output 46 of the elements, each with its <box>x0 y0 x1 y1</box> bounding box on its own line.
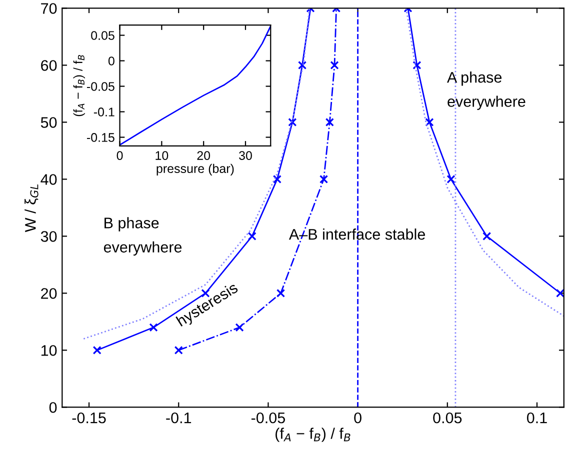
x-tick-label: 0.05 <box>433 412 462 424</box>
annotation: B phase everywhere <box>104 217 182 256</box>
point <box>425 118 434 127</box>
point <box>272 174 282 184</box>
y-tick-label: 0 <box>108 56 114 66</box>
point <box>482 232 492 241</box>
y-tick-label: 20 <box>41 288 57 299</box>
y-tick-label: 50 <box>40 117 57 128</box>
y-tick-label: 0.05 <box>91 31 114 40</box>
annotation: A phase everywhere <box>447 72 526 110</box>
y-axis-title: W / ξ$_{GL}$ <box>24 184 38 232</box>
y-tick-label: -0.15 <box>86 133 114 142</box>
point <box>149 323 158 332</box>
point <box>288 118 297 127</box>
point <box>298 60 307 70</box>
y-tick-label: -0.1 <box>94 108 114 116</box>
x-tick-label: -0.1 <box>166 412 192 424</box>
y-tick-label: 60 <box>41 60 57 71</box>
y-tick-label: 0 <box>49 402 57 413</box>
y-tick-label: 10 <box>41 345 57 356</box>
point <box>92 346 102 355</box>
y-axis-title: (f$_{A}$ − f$_{B}$) / f$_{B}$ <box>73 55 85 116</box>
point <box>412 60 422 70</box>
y-tick-label: 30 <box>40 231 57 242</box>
x-tick-label: 10 <box>156 151 168 160</box>
point <box>330 60 339 70</box>
point <box>325 118 334 127</box>
y-tick-label: 70 <box>41 3 57 14</box>
point <box>446 174 456 184</box>
x-tick-label: -0.15 <box>72 412 106 424</box>
x-tick-label: 30 <box>239 151 252 160</box>
x-tick-label: 0.1 <box>526 412 547 424</box>
y-tick-label: -0.05 <box>86 82 114 91</box>
point <box>556 288 564 298</box>
x-tick-label: 0 <box>116 151 123 160</box>
x-axis-title: (f$_{A}$ − f$_{B}$) / f$_{B}$ <box>276 428 350 442</box>
x-tick-label: -0.05 <box>251 412 285 424</box>
x-tick-label: 20 <box>197 151 210 160</box>
point <box>276 288 286 298</box>
point <box>174 346 183 355</box>
x-tick-label: 0 <box>354 412 362 424</box>
point <box>319 174 328 184</box>
x-axis-title: pressure (bar) <box>156 164 234 176</box>
line-series <box>120 25 271 146</box>
y-tick-label: 40 <box>40 174 57 185</box>
point <box>248 232 256 241</box>
